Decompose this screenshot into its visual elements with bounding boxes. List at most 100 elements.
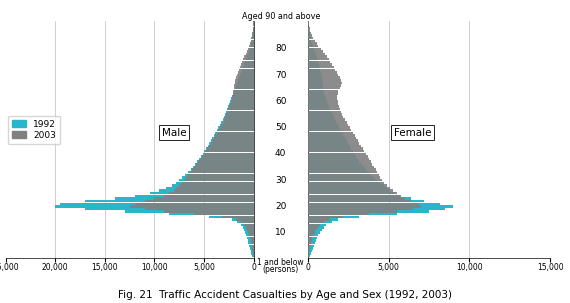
Bar [222, 216, 254, 218]
Bar [308, 226, 317, 228]
Bar [308, 192, 395, 195]
Bar [308, 202, 440, 205]
Bar [308, 53, 316, 55]
Bar [237, 74, 254, 76]
Bar [308, 147, 351, 150]
Bar [200, 158, 254, 160]
Bar [247, 237, 254, 239]
Bar [236, 218, 254, 221]
Bar [226, 113, 254, 116]
Bar [308, 239, 312, 242]
Bar [308, 82, 342, 84]
Bar [251, 242, 254, 244]
Bar [201, 155, 254, 158]
Bar [186, 176, 254, 179]
Bar [245, 231, 254, 234]
Bar [308, 168, 376, 171]
Bar [308, 79, 341, 82]
Bar [308, 200, 424, 202]
Bar [308, 168, 366, 171]
Bar [246, 53, 254, 55]
Bar [308, 68, 320, 71]
Bar [208, 145, 254, 147]
Bar [247, 50, 254, 53]
Bar [308, 126, 350, 129]
Bar [212, 137, 254, 139]
Bar [308, 205, 421, 208]
Bar [308, 181, 381, 184]
Bar [250, 247, 254, 250]
Bar [236, 76, 254, 79]
Bar [229, 103, 254, 105]
Bar [308, 195, 400, 197]
Bar [308, 231, 315, 234]
Bar [308, 118, 345, 121]
Bar [308, 181, 384, 184]
Bar [223, 121, 254, 124]
Bar [308, 142, 348, 145]
Bar [308, 137, 356, 139]
Bar [308, 255, 309, 258]
Bar [308, 237, 317, 239]
Bar [308, 153, 366, 155]
Text: 1 and below: 1 and below [258, 258, 304, 267]
Bar [308, 166, 374, 168]
Bar [248, 48, 254, 50]
Bar [239, 76, 254, 79]
Bar [202, 155, 254, 158]
Bar [308, 29, 311, 32]
Bar [308, 58, 329, 61]
Bar [308, 239, 316, 242]
Bar [308, 71, 337, 74]
Bar [308, 90, 324, 92]
Bar [237, 221, 254, 223]
Bar [308, 197, 405, 200]
Bar [308, 40, 311, 42]
Bar [244, 224, 254, 226]
Bar [215, 132, 254, 134]
Text: 20: 20 [275, 202, 286, 211]
Bar [166, 187, 254, 189]
Bar [308, 42, 316, 45]
Bar [308, 226, 324, 228]
Bar [308, 189, 390, 192]
Bar [251, 239, 254, 242]
Bar [308, 118, 335, 121]
Bar [308, 187, 387, 189]
Bar [195, 163, 254, 165]
Bar [190, 171, 254, 173]
Bar [308, 105, 329, 108]
Bar [250, 42, 254, 45]
Bar [246, 58, 254, 61]
Bar [243, 66, 254, 68]
Bar [164, 210, 254, 213]
Bar [248, 239, 254, 242]
Bar [145, 200, 254, 202]
Bar [241, 71, 254, 74]
Bar [253, 32, 254, 34]
Bar [308, 113, 342, 116]
Bar [164, 195, 254, 197]
Bar [308, 163, 372, 165]
Bar [308, 108, 330, 110]
Bar [308, 179, 377, 181]
Bar [234, 87, 254, 89]
Bar [232, 218, 254, 221]
Bar [308, 68, 335, 71]
Bar [209, 142, 254, 145]
Bar [199, 158, 254, 160]
Bar [238, 71, 254, 74]
Bar [172, 184, 254, 187]
Bar [203, 153, 254, 155]
Bar [308, 213, 397, 215]
Bar [308, 161, 371, 163]
Bar [308, 202, 418, 205]
Bar [251, 252, 254, 255]
Bar [308, 29, 310, 32]
Bar [308, 55, 327, 58]
Bar [251, 37, 254, 39]
Bar [308, 221, 324, 223]
Bar [250, 48, 254, 50]
Bar [308, 124, 348, 126]
Bar [235, 79, 254, 82]
